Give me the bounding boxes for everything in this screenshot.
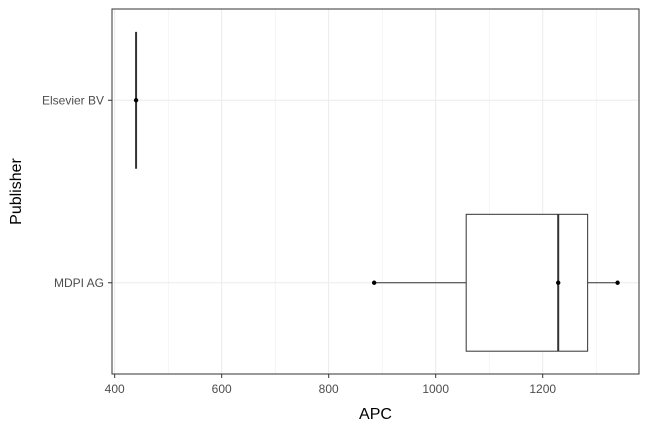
data-point <box>556 280 561 285</box>
y-axis-title: Publisher <box>8 157 25 224</box>
x-tick-label: 1000 <box>422 382 449 396</box>
box-iqr <box>465 213 589 352</box>
data-point <box>371 280 377 285</box>
y-tick-label: MDPI AG <box>54 276 104 290</box>
x-tick-label: 600 <box>212 382 232 396</box>
y-tick-label: Elsevier BV <box>42 93 104 107</box>
box-mdpi-ag <box>371 213 620 352</box>
box-elsevier-bv <box>133 31 139 169</box>
x-tick-label: 800 <box>319 382 339 396</box>
panel-border <box>111 8 640 375</box>
x-tick-label: 400 <box>105 382 125 396</box>
data-point <box>615 280 620 285</box>
x-axis: 400 600 800 1000 1200 <box>105 374 556 396</box>
data-point <box>133 98 139 103</box>
y-axis: Elsevier BV MDPI AG <box>42 93 112 290</box>
x-axis-title: APC <box>359 406 392 423</box>
box-layer <box>133 31 620 352</box>
x-tick-label: 1200 <box>529 382 556 396</box>
